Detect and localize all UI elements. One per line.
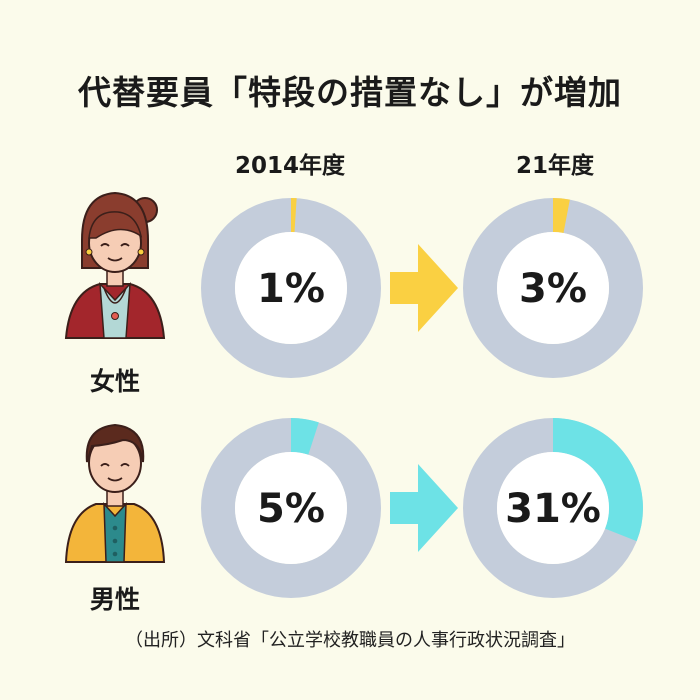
arrow-icon-women — [390, 244, 458, 332]
donut-slice-1-1 — [552, 418, 643, 542]
label-men: 男性 — [89, 585, 140, 614]
arrow-icon-men — [390, 464, 458, 552]
label-women: 女性 — [89, 367, 140, 396]
column-header-2014: 2014年度 — [234, 153, 345, 179]
chart-title: 代替要員「特段の措置なし」が増加 — [78, 73, 622, 112]
donut-hole-1-1 — [497, 452, 609, 564]
donut-hole-0-0 — [235, 232, 347, 344]
source-note: （出所）文科省「公立学校教職員の人事行政状況調査」 — [125, 630, 575, 651]
donut-hole-0-1 — [497, 232, 609, 344]
woman-icon — [64, 191, 166, 339]
donut-label-1-1: 31% — [505, 486, 601, 532]
donut-slice-0-1 — [552, 198, 570, 234]
donut-hole-1-0 — [235, 452, 347, 564]
man-icon — [64, 423, 166, 563]
donut-label-0-0: 1% — [257, 266, 325, 312]
donut-slice-1-0 — [290, 418, 319, 455]
column-header-21: 21年度 — [515, 153, 594, 179]
donut-label-0-1: 3% — [519, 266, 587, 312]
donut-label-1-0: 5% — [257, 486, 325, 532]
